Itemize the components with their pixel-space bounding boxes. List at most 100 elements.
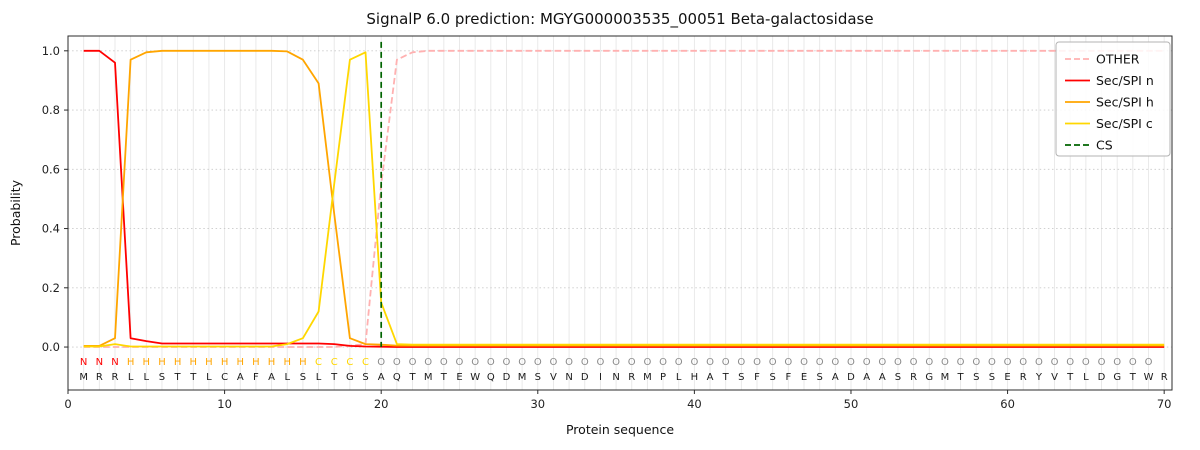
region-letter: O — [487, 357, 495, 368]
plot-border — [67, 35, 1173, 391]
region-letter: O — [753, 357, 761, 368]
residue-letter: E — [456, 372, 462, 383]
region-letter: O — [831, 357, 839, 368]
region-letter: O — [675, 357, 683, 368]
region-letter: H — [174, 357, 182, 368]
legend-item-label: Sec/SPI c — [1096, 116, 1153, 131]
legend-box — [1055, 41, 1171, 157]
region-letter: H — [190, 357, 198, 368]
x-axis-label: Protein sequence — [566, 422, 674, 437]
residue-letter: W — [1144, 372, 1154, 383]
chart-title: SignalP 6.0 prediction: MGYG000003535_00… — [366, 10, 873, 29]
residue-letter: A — [832, 372, 839, 383]
region-letter: O — [988, 357, 996, 368]
region-letter: H — [236, 357, 244, 368]
region-letter: O — [706, 357, 714, 368]
residue-letter: V — [550, 372, 557, 383]
x-tick-label: 30 — [530, 397, 545, 411]
legend-item-label: OTHER — [1096, 52, 1140, 67]
residue-letter: A — [879, 372, 886, 383]
region-letter: O — [409, 357, 417, 368]
region-letter: N — [80, 357, 87, 368]
residue-letter: Y — [1035, 372, 1043, 383]
residue-letter: G — [346, 372, 354, 383]
region-letter: O — [534, 357, 542, 368]
residue-letter: T — [1129, 372, 1137, 383]
residue-letter: Q — [487, 372, 495, 383]
residue-letter: L — [1083, 372, 1089, 383]
residue-letter: G — [1113, 372, 1121, 383]
region-letter: H — [158, 357, 166, 368]
residue-letter: P — [660, 372, 666, 383]
residue-letter: T — [330, 372, 338, 383]
x-tick-label: 0 — [64, 397, 71, 411]
residue-letter: T — [189, 372, 197, 383]
residue-letter: T — [722, 372, 730, 383]
residue-letter: F — [253, 372, 259, 383]
residue-letter: R — [1020, 372, 1027, 383]
region-letter: O — [878, 357, 886, 368]
residue-letter: D — [581, 372, 589, 383]
residue-letter: S — [895, 372, 901, 383]
residue-letter: W — [470, 372, 480, 383]
region-letter: O — [800, 357, 808, 368]
residue-letter: D — [1098, 372, 1106, 383]
region-letter: O — [925, 357, 933, 368]
residue-letter: R — [628, 372, 635, 383]
x-tick-label: 50 — [844, 397, 859, 411]
y-axis-label: Probability — [8, 179, 23, 246]
series-line-sec-spi-c — [83, 51, 1165, 348]
region-letter: O — [643, 357, 651, 368]
residue-letter: T — [408, 372, 416, 383]
region-letter: O — [910, 357, 918, 368]
legend-item-other: OTHER — [1065, 52, 1140, 67]
region-letter: O — [1035, 357, 1043, 368]
residue-letter: S — [989, 372, 995, 383]
x-tick-label: 70 — [1157, 397, 1172, 411]
region-letter: O — [1129, 357, 1137, 368]
region-letter: O — [1051, 357, 1059, 368]
region-letter: N — [96, 357, 103, 368]
residue-letter: M — [941, 372, 950, 383]
region-letter: H — [205, 357, 213, 368]
residue-letter: A — [268, 372, 275, 383]
residue-letter: G — [925, 372, 933, 383]
residue-letter: E — [801, 372, 807, 383]
region-letter: O — [957, 357, 965, 368]
region-letter: O — [784, 357, 792, 368]
residue-letter: A — [863, 372, 870, 383]
legend-item-cs: CS — [1065, 138, 1113, 153]
legend-item-label: Sec/SPI n — [1096, 73, 1154, 88]
residue-letter: S — [816, 372, 822, 383]
region-letter: O — [628, 357, 636, 368]
residue-letter: M — [424, 372, 433, 383]
residue-letter: C — [221, 372, 228, 383]
region-letter: H — [221, 357, 229, 368]
region-letter: H — [252, 357, 260, 368]
residue-letter: M — [518, 372, 527, 383]
y-tick-label: 1.0 — [42, 44, 60, 58]
region-letter: O — [1019, 357, 1027, 368]
residue-letter: L — [128, 372, 134, 383]
x-tick-label: 40 — [687, 397, 702, 411]
region-letter: O — [659, 357, 667, 368]
region-letter: O — [440, 357, 448, 368]
residue-letter: M — [79, 372, 88, 383]
region-letter: O — [393, 357, 401, 368]
y-tick-label: 0.2 — [42, 281, 60, 295]
residue-letter: S — [300, 372, 306, 383]
legend-item-sec-spi-n: Sec/SPI n — [1065, 73, 1154, 88]
residue-letter: A — [707, 372, 714, 383]
region-letter: O — [596, 357, 604, 368]
residue-letter: T — [1066, 372, 1074, 383]
region-letter: O — [816, 357, 824, 368]
legend-item-sec-spi-c: Sec/SPI c — [1065, 116, 1153, 131]
legend-item-label: Sec/SPI h — [1096, 95, 1154, 110]
residue-letter: R — [112, 372, 119, 383]
region-letter: O — [1098, 357, 1106, 368]
region-letter: O — [894, 357, 902, 368]
residue-letter: I — [599, 372, 602, 383]
residue-letter: A — [237, 372, 244, 383]
residue-letter: S — [535, 372, 541, 383]
